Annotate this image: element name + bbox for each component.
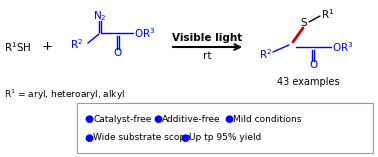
Text: R$^1$ = aryl, heteroaryl, alkyl: R$^1$ = aryl, heteroaryl, alkyl	[4, 88, 125, 102]
Text: Up tp 95% yield: Up tp 95% yield	[189, 133, 261, 143]
Text: ●: ●	[180, 133, 189, 143]
Text: O: O	[309, 60, 317, 70]
Text: R$^1$: R$^1$	[321, 7, 334, 21]
Text: ●: ●	[84, 114, 93, 124]
Text: N$_2$: N$_2$	[93, 9, 107, 23]
Text: 43 examples: 43 examples	[277, 77, 339, 87]
Text: O: O	[114, 48, 122, 58]
Text: Wide substrate scope: Wide substrate scope	[93, 133, 191, 143]
Text: R$^2$: R$^2$	[259, 47, 272, 61]
Text: ●: ●	[84, 133, 93, 143]
Text: +: +	[42, 41, 53, 54]
Text: Additive-free: Additive-free	[162, 114, 221, 124]
Text: Catalyst-free: Catalyst-free	[93, 114, 151, 124]
Text: Visible light: Visible light	[172, 33, 242, 43]
Text: R$^1$SH: R$^1$SH	[4, 40, 32, 54]
Text: OR$^3$: OR$^3$	[134, 26, 155, 40]
Text: R$^2$: R$^2$	[70, 37, 83, 51]
Text: S: S	[301, 18, 307, 28]
FancyBboxPatch shape	[77, 103, 373, 153]
Text: ●: ●	[224, 114, 233, 124]
Text: OR$^3$: OR$^3$	[332, 40, 353, 54]
Text: Mild conditions: Mild conditions	[233, 114, 301, 124]
Text: rt: rt	[203, 51, 211, 61]
Text: ●: ●	[153, 114, 162, 124]
